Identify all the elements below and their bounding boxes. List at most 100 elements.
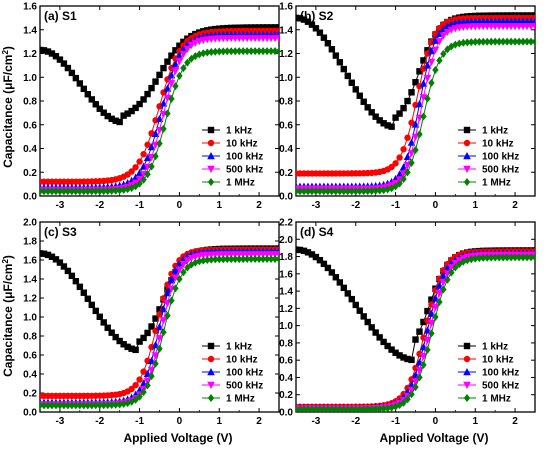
data-point: [376, 334, 383, 341]
data-point: [104, 112, 111, 120]
panel-title: (a) S1: [44, 9, 77, 23]
data-point: [360, 187, 367, 196]
x-tick-label: -1: [391, 416, 400, 427]
data-point: [408, 356, 415, 364]
data-point: [440, 49, 447, 58]
data-point: [208, 48, 215, 57]
data-point: [84, 187, 91, 196]
y-tick-label: 1.4: [279, 25, 293, 36]
data-point: [364, 318, 371, 326]
y-tick-label: 2.2: [279, 218, 293, 229]
data-point: [304, 187, 312, 196]
data-point: [155, 114, 164, 123]
x-tick-label: -1: [135, 200, 144, 211]
legend-label: 500 kHz: [482, 165, 519, 176]
data-point: [396, 154, 403, 161]
data-point: [312, 187, 320, 196]
legend-label: 1 MHz: [482, 178, 511, 189]
data-point: [312, 253, 320, 261]
data-point: [112, 117, 119, 124]
data-point: [348, 79, 355, 86]
y-tick-label: 1.0: [23, 73, 37, 84]
data-point: [191, 39, 200, 47]
data-point: [352, 86, 359, 93]
data-point: [144, 141, 151, 148]
data-point: [487, 253, 495, 262]
y-axis-label-bottom-unit: μF/cm: [1, 264, 15, 299]
x-tick-label: 1: [472, 416, 478, 427]
x-tick-label: -3: [311, 416, 320, 427]
data-point: [220, 255, 227, 264]
x-tick-label: -1: [135, 416, 144, 427]
data-point: [156, 71, 163, 79]
data-point: [432, 66, 439, 75]
legend-label: 10 kHz: [226, 139, 258, 150]
data-point: [519, 253, 527, 262]
data-point: [112, 400, 119, 409]
y-tick-label: 0.2: [23, 168, 37, 179]
data-point: [491, 37, 499, 46]
data-point: [392, 114, 399, 121]
data-point: [336, 279, 344, 286]
x-tick-label: -3: [55, 416, 64, 427]
data-point: [344, 187, 351, 196]
data-point: [259, 255, 267, 264]
data-point: [135, 168, 144, 177]
x-tick-label: 1: [216, 416, 222, 427]
data-point: [255, 255, 263, 264]
data-point: [124, 185, 131, 194]
data-point: [160, 64, 167, 72]
legend-marker: [463, 381, 471, 389]
data-point: [300, 187, 308, 196]
data-point: [404, 97, 411, 105]
data-point: [400, 398, 407, 407]
x-tick-label: -2: [351, 416, 360, 427]
y-tick-label: 1.0: [23, 313, 37, 324]
data-point: [175, 266, 184, 274]
data-point: [304, 249, 312, 256]
data-point: [271, 255, 279, 264]
data-point: [300, 16, 308, 23]
data-point: [424, 47, 431, 54]
data-point: [180, 268, 187, 277]
x-tick-label: -3: [311, 200, 320, 211]
data-point: [124, 399, 131, 408]
legend-marker: [463, 355, 471, 363]
data-point: [72, 401, 80, 410]
data-point: [179, 260, 188, 269]
data-point: [416, 373, 423, 382]
y-tick-label: 1.2: [23, 294, 37, 305]
data-point: [80, 289, 88, 296]
data-point: [171, 274, 180, 282]
data-point: [151, 352, 160, 360]
data-point: [167, 276, 176, 284]
data-point: [396, 179, 403, 188]
y-tick-label: 1.6: [279, 269, 293, 280]
data-point: [243, 47, 251, 56]
data-point: [352, 301, 359, 309]
legend-marker: [463, 368, 471, 376]
data-point: [400, 104, 407, 112]
data-point: [271, 47, 279, 56]
data-point: [356, 92, 363, 99]
data-point: [275, 24, 279, 31]
data-point: [400, 175, 407, 184]
data-point: [140, 368, 147, 375]
legend-label: 1 MHz: [226, 394, 255, 405]
data-point: [424, 307, 431, 315]
data-point: [80, 187, 88, 196]
data-point: [168, 94, 175, 103]
data-point: [60, 60, 68, 67]
data-point: [372, 329, 379, 336]
data-point: [231, 24, 239, 31]
data-point: [456, 39, 463, 48]
data-point: [171, 266, 180, 274]
data-point: [184, 58, 191, 67]
legend-label: 100 kHz: [226, 368, 263, 379]
data-point: [468, 38, 475, 47]
data-point: [152, 152, 159, 161]
data-point: [100, 401, 107, 410]
data-point: [344, 290, 351, 297]
legend-label: 1 MHz: [482, 394, 511, 405]
